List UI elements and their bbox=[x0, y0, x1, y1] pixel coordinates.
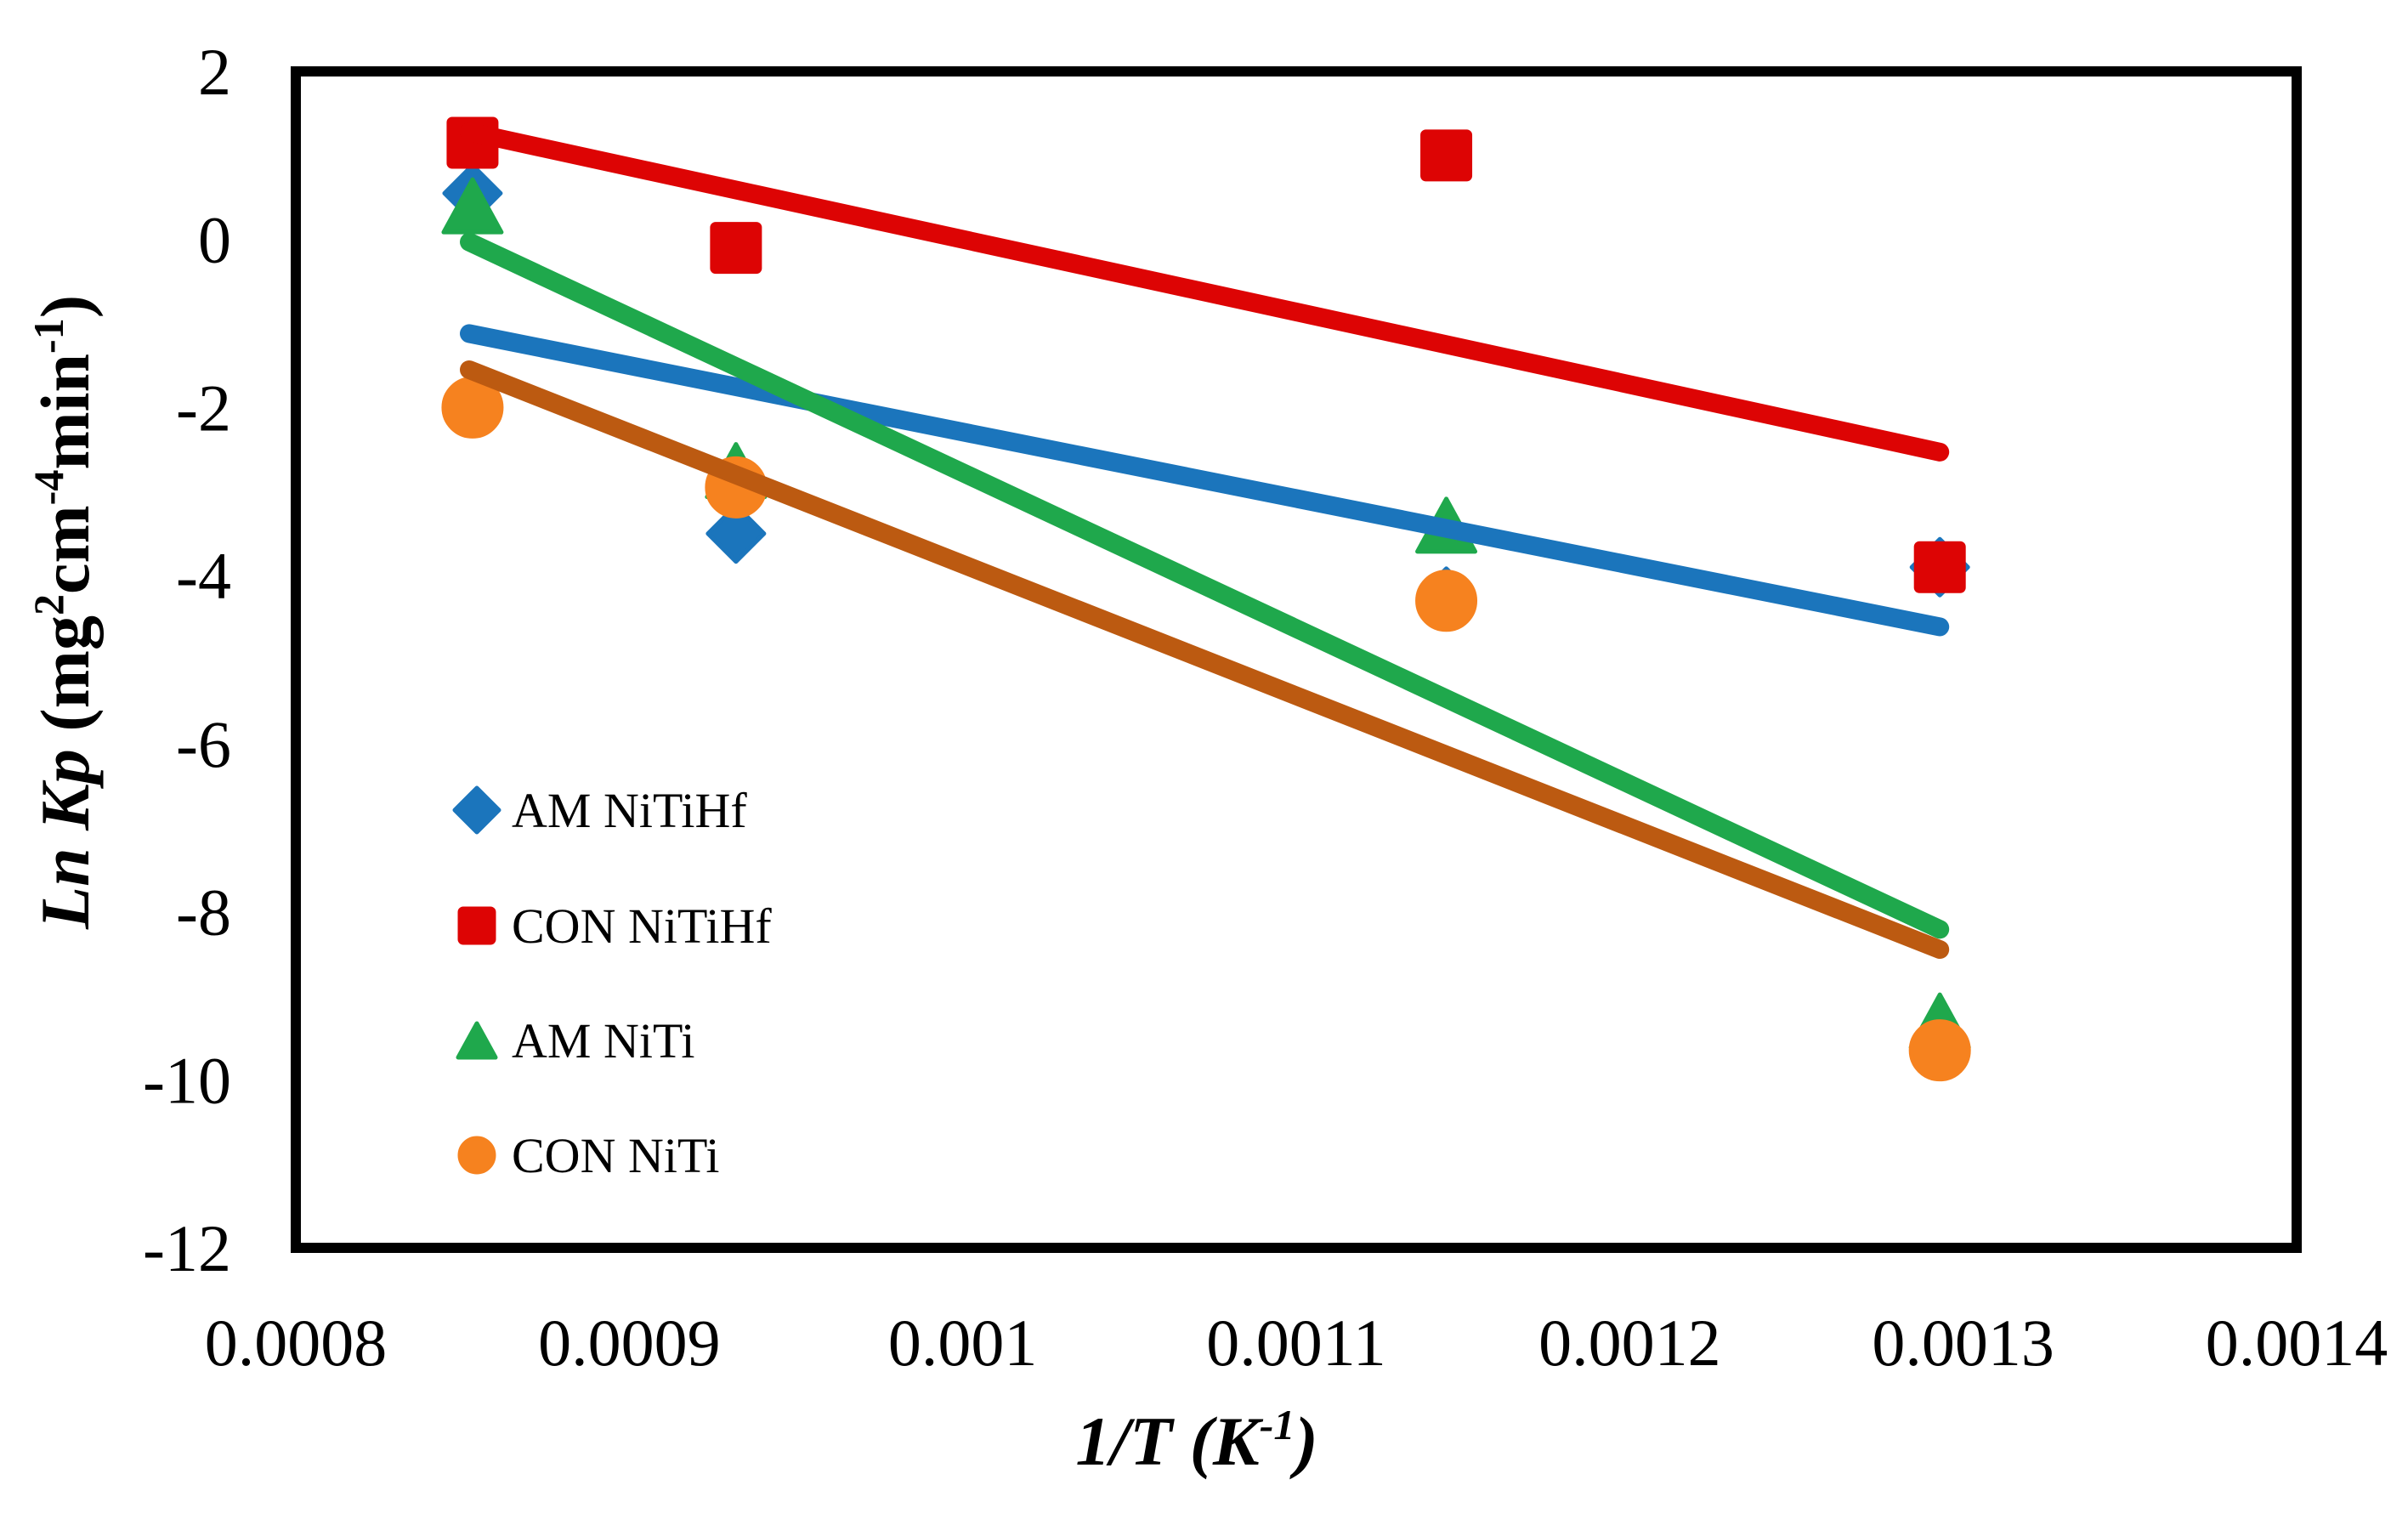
y-axis-title: Ln Kp (mg2cm-4min-1) bbox=[25, 295, 104, 930]
x-tick-label-0.0011: 0.0011 bbox=[1206, 1306, 1386, 1380]
y-tick-label-0: 0 bbox=[198, 203, 231, 277]
x-axis-title-part: -1 bbox=[1260, 1401, 1295, 1448]
legend-item-con-niti: CON NiTi bbox=[457, 1128, 719, 1183]
x-tick-label-0.0013: 0.0013 bbox=[1872, 1306, 2054, 1380]
x-tick-label-0.0008: 0.0008 bbox=[205, 1306, 388, 1380]
y-tick-label-2: 2 bbox=[198, 35, 231, 109]
x-tick-label-0.0014: 0.0014 bbox=[2206, 1306, 2388, 1380]
y-axis-title-part: min bbox=[26, 354, 104, 470]
legend-marker-circle-icon bbox=[457, 1136, 496, 1175]
trendline-am-niti bbox=[460, 232, 1950, 939]
y-axis-title-part: Ln Kp bbox=[26, 732, 104, 930]
data-point-con-nitihf-2 bbox=[1420, 129, 1473, 182]
trendline-am-nitihf bbox=[460, 324, 1950, 637]
legend-label: CON NiTiHf bbox=[512, 898, 772, 954]
x-axis-title-part: 1/T bbox=[1075, 1403, 1189, 1480]
legend-marker-diamond-icon bbox=[452, 785, 501, 835]
x-axis-title: 1/T (K-1) bbox=[1075, 1401, 1317, 1480]
data-point-con-nitihf-1 bbox=[710, 222, 762, 275]
y-tick-label--8: -8 bbox=[176, 876, 231, 949]
legend-item-am-niti: AM NiTi bbox=[456, 1013, 694, 1068]
legend-marker-square-icon bbox=[457, 906, 496, 945]
legend-label: CON NiTi bbox=[512, 1128, 719, 1183]
data-point-con-niti-2 bbox=[1415, 570, 1478, 632]
y-tick-label--12: -12 bbox=[143, 1211, 231, 1285]
y-axis-title-part: ) bbox=[26, 295, 104, 318]
y-axis-title-part: (mg bbox=[26, 615, 104, 732]
data-point-con-nitihf-3 bbox=[1913, 541, 1966, 593]
y-axis-title-part: -1 bbox=[25, 318, 72, 354]
trendline-con-nitihf bbox=[460, 122, 1950, 462]
legend-item-am-nitihf: AM NiTiHf bbox=[452, 783, 747, 838]
x-axis-title-part: K bbox=[1212, 1403, 1264, 1480]
y-tick-label--10: -10 bbox=[143, 1043, 231, 1117]
legend-marker-triangle-icon bbox=[456, 1021, 498, 1060]
x-tick-label-0.0012: 0.0012 bbox=[1538, 1306, 1721, 1380]
x-tick-label-0.001: 0.001 bbox=[888, 1306, 1038, 1380]
y-tick-label--2: -2 bbox=[176, 371, 231, 445]
y-axis-title-part: 2 bbox=[25, 594, 72, 615]
y-tick-label--4: -4 bbox=[176, 539, 231, 613]
trendline-con-niti bbox=[460, 360, 1950, 960]
y-axis-title-part: cm bbox=[26, 505, 104, 594]
y-tick-label--6: -6 bbox=[176, 707, 231, 781]
x-tick-label-0.0009: 0.0009 bbox=[538, 1306, 721, 1380]
legend-item-con-nitihf: CON NiTiHf bbox=[457, 898, 772, 954]
legend-label: AM NiTi bbox=[512, 1013, 694, 1068]
legend-label: AM NiTiHf bbox=[512, 783, 747, 838]
data-point-am-niti-0 bbox=[441, 177, 504, 235]
data-point-am-nitihf-1 bbox=[705, 503, 767, 564]
y-axis-title-part: -4 bbox=[25, 470, 72, 506]
data-point-con-niti-3 bbox=[1908, 1019, 1971, 1082]
plot-border bbox=[291, 66, 2302, 1253]
